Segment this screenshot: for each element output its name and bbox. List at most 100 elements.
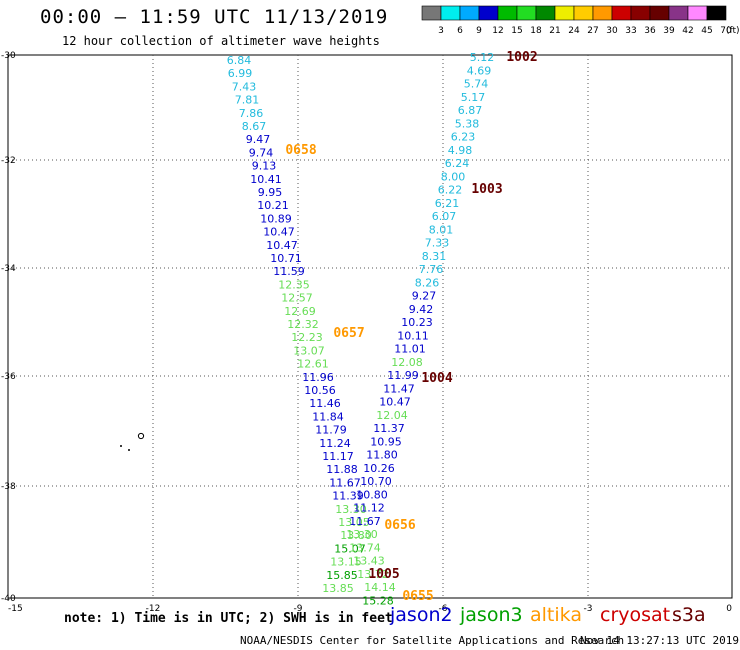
pass-time-label: 0656 bbox=[384, 518, 415, 533]
wave-height-value: 10.71 bbox=[270, 252, 302, 265]
wave-height-value: 13.72 bbox=[357, 568, 389, 581]
map-subtitle: 12 hour collection of altimeter wave hei… bbox=[62, 34, 380, 48]
wave-height-value: 10.23 bbox=[401, 316, 433, 329]
x-tick-label: 0 bbox=[726, 604, 732, 614]
wave-height-value: 9.27 bbox=[412, 290, 437, 303]
wave-height-value: 11.24 bbox=[319, 437, 351, 450]
wave-height-value: 11.67 bbox=[349, 515, 381, 528]
wave-height-value: 9.13 bbox=[252, 160, 277, 173]
y-tick-label: -38 bbox=[1, 482, 16, 492]
wave-height-value: 11.46 bbox=[309, 397, 341, 410]
island-outline bbox=[137, 432, 145, 440]
x-tick-label: -3 bbox=[584, 604, 593, 614]
wave-height-value: 8.26 bbox=[415, 276, 440, 289]
x-tick-label: -9 bbox=[294, 604, 303, 614]
colorbar-tick-label: 15 bbox=[511, 26, 522, 36]
sat-label-cryosat: cryosat bbox=[600, 604, 671, 626]
wave-height-value: 5.74 bbox=[464, 78, 489, 91]
color-scale-bar: 3 6 9 12 15 18 21 24 27 30 33 36 39 42 45 70(ft) bbox=[421, 5, 740, 36]
wave-height-value: 11.37 bbox=[373, 422, 405, 435]
wave-height-value: 11.79 bbox=[315, 424, 347, 437]
pass-time-label: 0657 bbox=[333, 326, 364, 341]
wave-height-value: 6.24 bbox=[445, 157, 470, 170]
wave-height-value: 13.43 bbox=[353, 555, 385, 568]
wave-height-value: 13.30 bbox=[346, 528, 378, 541]
wave-height-value: 15.07 bbox=[334, 542, 366, 555]
wave-height-value: 7.76 bbox=[419, 263, 444, 276]
colorbar-tick-label: 18 bbox=[530, 26, 542, 36]
colorbar-tick-label: 27 bbox=[587, 26, 598, 36]
sat-label-s3a: s3a bbox=[672, 604, 706, 626]
wave-height-value: 10.95 bbox=[370, 435, 402, 448]
wave-height-value: 15.28 bbox=[362, 594, 394, 607]
wave-height-value: 11.96 bbox=[302, 371, 334, 384]
wave-height-value: 12.08 bbox=[391, 356, 423, 369]
y-tick-label: -40 bbox=[1, 594, 16, 604]
wave-height-value: 13.15 bbox=[330, 556, 362, 569]
wave-height-value: 5.38 bbox=[455, 117, 480, 130]
x-tick-label: -6 bbox=[439, 604, 448, 614]
colorbar-tick-label: 24 bbox=[568, 26, 580, 36]
wave-height-value: 8.31 bbox=[422, 250, 447, 263]
wave-height-value: 8.01 bbox=[429, 223, 454, 236]
y-tick-label: -34 bbox=[1, 264, 16, 274]
pass-time-label: 1002 bbox=[506, 50, 537, 65]
wave-height-value: 12.61 bbox=[297, 358, 329, 371]
wave-height-value: 6.99 bbox=[228, 67, 253, 80]
wave-height-value: 11.80 bbox=[366, 449, 398, 462]
island-outline bbox=[128, 449, 130, 451]
y-tick-label: -32 bbox=[1, 156, 16, 166]
colorbar-tick-label: 21 bbox=[549, 26, 560, 36]
wave-height-value: 10.80 bbox=[356, 488, 388, 501]
x-tick-label: -15 bbox=[8, 604, 23, 614]
wave-height-value: 6.07 bbox=[432, 210, 457, 223]
colorbar-tick-label: 30 bbox=[606, 26, 618, 36]
pass-time-label: 1003 bbox=[471, 182, 502, 197]
wave-height-value: 10.70 bbox=[360, 475, 392, 488]
map-frame bbox=[7, 54, 733, 599]
wave-height-value: 11.17 bbox=[322, 450, 354, 463]
wave-height-value: 9.74 bbox=[249, 146, 274, 159]
wave-height-value: 11.67 bbox=[329, 476, 361, 489]
footer-timestamp: Nov 14 13:27:13 UTC 2019 bbox=[580, 634, 739, 647]
wave-height-value: 6.23 bbox=[451, 131, 476, 144]
wave-height-value: 13.30 bbox=[335, 503, 367, 516]
island-outline bbox=[120, 445, 122, 447]
wave-height-value: 4.69 bbox=[467, 64, 492, 77]
wave-height-value: 6.84 bbox=[227, 54, 252, 67]
sat-label-altika: altika bbox=[530, 604, 582, 626]
sat-label-jason2: jason2 bbox=[390, 604, 453, 626]
wave-height-value: 13.85 bbox=[322, 582, 354, 595]
wave-height-value: 11.12 bbox=[353, 502, 385, 515]
wave-height-value: 7.33 bbox=[425, 237, 450, 250]
wave-height-value: 6.21 bbox=[435, 197, 460, 210]
colorbar-tick-label: 9 bbox=[476, 26, 482, 36]
colorbar-tick-label: 33 bbox=[625, 26, 636, 36]
wave-height-value: 12.23 bbox=[291, 331, 323, 344]
wave-height-value: 9.47 bbox=[246, 133, 271, 146]
wave-height-value: 12.57 bbox=[281, 292, 313, 305]
colorbar-unit: (ft) bbox=[726, 26, 740, 36]
wave-height-value: 11.01 bbox=[394, 343, 426, 356]
wave-height-value: 14.14 bbox=[364, 581, 396, 594]
wave-height-value: 10.26 bbox=[363, 462, 395, 475]
wave-height-value: 10.41 bbox=[250, 173, 282, 186]
wave-height-value: 9.42 bbox=[409, 303, 434, 316]
colorbar-tick-label: 12 bbox=[492, 26, 503, 36]
wave-height-value: 10.56 bbox=[304, 384, 336, 397]
wave-height-value: 5.12 bbox=[470, 51, 495, 64]
wave-height-value: 11.47 bbox=[383, 382, 415, 395]
colorbar-tick-label: 3 bbox=[438, 26, 444, 36]
wave-height-value: 11.88 bbox=[326, 463, 358, 476]
legend-note: note: 1) Time is in UTC; 2) SWH is in fe… bbox=[64, 611, 393, 626]
wave-height-value: 10.21 bbox=[257, 199, 289, 212]
wave-height-value: 11.84 bbox=[312, 410, 344, 423]
wave-height-value: 7.43 bbox=[232, 80, 257, 93]
x-tick-label: -12 bbox=[146, 604, 161, 614]
pass-time-label: 0658 bbox=[285, 143, 316, 158]
wave-height-value: 10.47 bbox=[263, 226, 295, 239]
wave-height-value: 10.11 bbox=[397, 329, 429, 342]
map-title: 00:00 – 11:59 UTC 11/13/2019 bbox=[40, 6, 389, 28]
wave-height-value: 10.89 bbox=[260, 212, 292, 225]
